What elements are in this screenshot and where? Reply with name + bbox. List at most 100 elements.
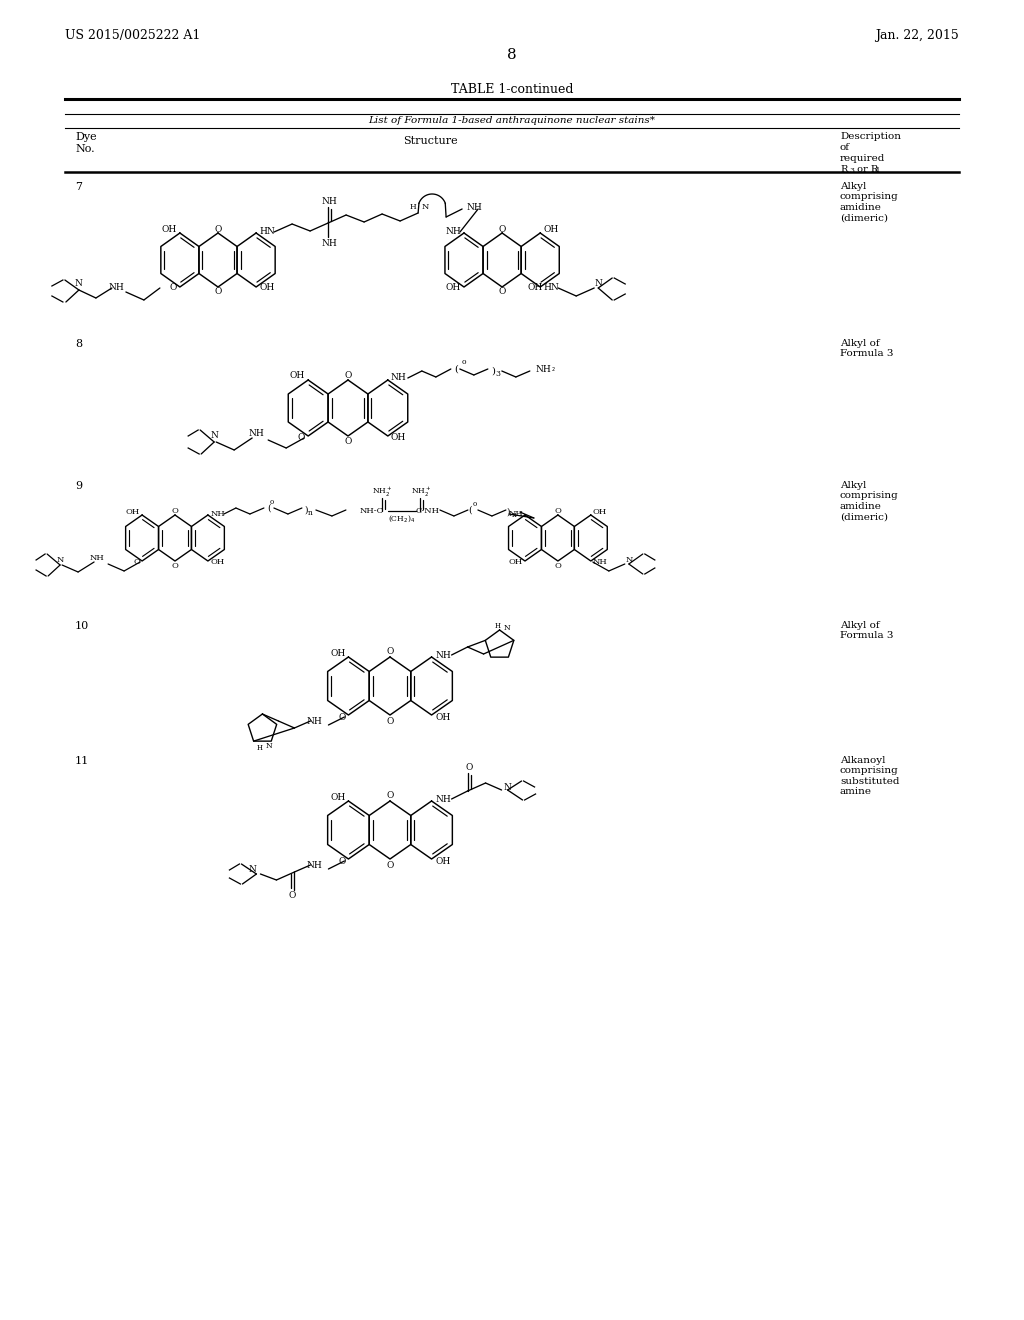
Text: OH: OH [509,558,523,566]
Text: HN: HN [259,227,274,236]
Text: N: N [56,556,63,564]
Text: O: O [289,891,296,900]
Text: Dye: Dye [75,132,96,143]
Text: (: ( [267,503,270,512]
Text: O: O [172,507,178,515]
Text: C-NH: C-NH [416,507,440,515]
Text: OH: OH [162,226,177,235]
Text: $_2$: $_2$ [551,366,556,375]
Text: O: O [386,647,393,656]
Text: O: O [466,763,473,771]
Text: No.: No. [75,144,94,154]
Text: o: o [473,500,477,508]
Text: NH: NH [593,558,607,566]
Text: o: o [269,498,274,506]
Text: O: O [298,433,305,442]
Text: NH: NH [306,717,323,726]
Text: NH: NH [508,510,523,517]
Text: O: O [214,224,221,234]
Text: N: N [75,280,83,289]
Text: 11: 11 [75,756,89,766]
Text: NH: NH [322,197,337,206]
Text: OH: OH [259,284,274,293]
Text: 4: 4 [874,168,880,176]
Text: N: N [504,624,510,632]
Text: O: O [386,791,393,800]
Text: O: O [386,718,393,726]
Text: NH: NH [306,861,323,870]
Text: O: O [499,288,506,297]
Text: 8: 8 [75,339,82,348]
Text: o: o [462,358,466,366]
Text: NH: NH [536,366,552,375]
Text: 7: 7 [75,182,82,191]
Text: Description: Description [840,132,901,141]
Text: NH: NH [249,429,264,438]
Text: N: N [625,556,633,564]
Text: NH: NH [211,510,225,517]
Text: US 2015/0025222 A1: US 2015/0025222 A1 [65,29,201,42]
Text: NH: NH [445,227,461,236]
Text: OH: OH [330,648,345,657]
Text: N: N [249,866,256,874]
Text: Alkanoyl
comprising
substituted
amine: Alkanoyl comprising substituted amine [840,756,899,796]
Text: NH: NH [391,374,407,383]
Text: HN: HN [543,284,559,293]
Text: 3: 3 [496,370,501,378]
Text: Jan. 22, 2015: Jan. 22, 2015 [876,29,959,42]
Text: N: N [265,742,272,750]
Text: (: ( [468,506,472,515]
Text: n: n [511,511,516,519]
Text: Alkyl
comprising
amidine
(dimeric): Alkyl comprising amidine (dimeric) [840,480,899,521]
Text: O: O [214,288,221,297]
Text: NH: NH [109,284,124,293]
Text: or R: or R [854,165,879,174]
Text: O: O [133,558,140,566]
Text: N: N [210,432,218,441]
Text: of: of [840,143,850,152]
Text: NH-C: NH-C [359,507,384,515]
Text: ): ) [490,367,495,375]
Text: OH: OH [445,284,461,293]
Text: TABLE 1-continued: TABLE 1-continued [451,83,573,96]
Text: NH: NH [322,239,337,248]
Text: O: O [344,371,351,380]
Text: NH: NH [435,651,452,660]
Text: NH: NH [89,554,104,562]
Text: O: O [344,437,351,446]
Text: OH: OH [593,508,607,516]
Text: OH: OH [211,558,225,566]
Text: NH: NH [435,795,452,804]
Text: O: O [554,507,561,515]
Text: O: O [386,862,393,870]
Text: Alkyl
comprising
amidine
(dimeric): Alkyl comprising amidine (dimeric) [840,182,899,222]
Text: ): ) [506,507,510,516]
Text: H: H [256,744,262,752]
Text: O: O [338,857,345,866]
Text: H: H [410,203,416,211]
Text: H: H [495,622,501,630]
Text: R: R [840,165,848,174]
Text: O: O [172,562,178,570]
Text: ): ) [304,506,307,515]
Text: required: required [840,154,886,162]
Text: NH$_2^+$: NH$_2^+$ [411,484,431,499]
Text: (: ( [454,364,458,374]
Text: OH: OH [435,713,451,722]
Text: OH: OH [391,433,407,442]
Text: (CH$_2$)$_4$: (CH$_2$)$_4$ [388,513,416,524]
Text: OH: OH [435,857,451,866]
Text: N: N [594,280,602,289]
Text: NH: NH [466,202,482,211]
Text: Alkyl of
Formula 3: Alkyl of Formula 3 [840,339,894,359]
Text: OH: OH [290,371,305,380]
Text: O: O [338,713,345,722]
Text: Structure: Structure [402,136,458,147]
Text: O: O [499,224,506,234]
Text: 3: 3 [849,168,854,176]
Text: OH: OH [330,792,345,801]
Text: Alkyl of
Formula 3: Alkyl of Formula 3 [840,620,894,640]
Text: N: N [504,783,511,792]
Text: NH$_2^+$: NH$_2^+$ [372,484,392,499]
Text: O: O [554,562,561,570]
